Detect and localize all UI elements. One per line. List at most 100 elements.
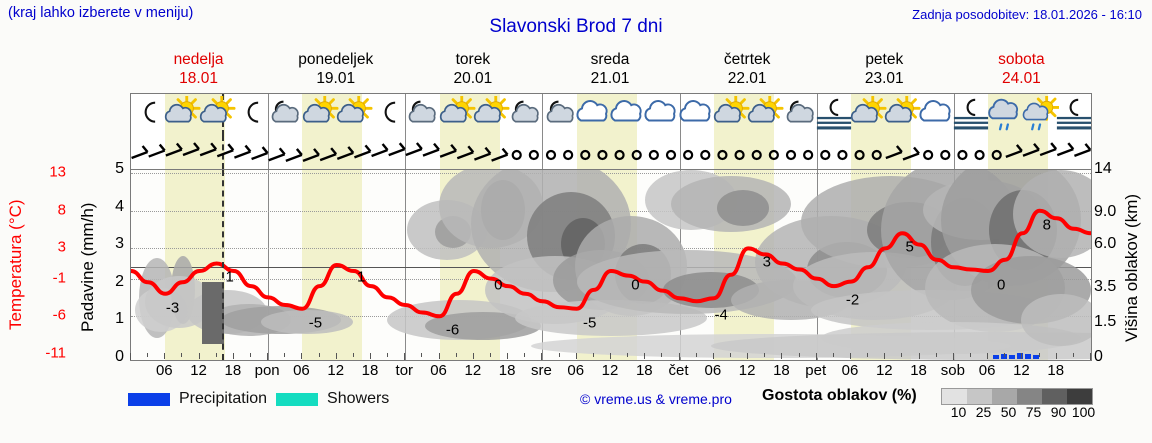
cloud-density-step (1067, 389, 1092, 404)
temperature-value-label: -6 (445, 321, 460, 339)
day-separator (405, 170, 407, 360)
moon-icon (232, 96, 270, 134)
temperature-axis-ticks: 13 8 3 -1 -6 -11 (18, 164, 66, 362)
precipitation-tick: 3 (115, 235, 124, 253)
day-separator (405, 135, 407, 169)
time-tick (712, 353, 714, 359)
time-tick (198, 353, 200, 359)
temperature-value-label: -2 (845, 291, 860, 309)
time-tick-label: 18 (635, 362, 653, 379)
time-tick-label: 12 (1013, 362, 1030, 379)
day-separator (268, 135, 270, 169)
time-tick-label: 06 (155, 362, 173, 379)
day-date: 19.01 (316, 70, 356, 87)
time-tick-label: 06 (567, 362, 585, 379)
current-time-marker (222, 170, 225, 360)
temperature-tick: 3 (57, 238, 66, 256)
cloudheight-tick: 6.0 (1094, 235, 1117, 253)
cloud-density-title: Gostota oblakov (%) (762, 387, 917, 404)
temperature-value-label: 0 (494, 276, 503, 294)
time-tick (610, 353, 611, 359)
temperature-value-label: -5 (583, 314, 597, 332)
time-tick (730, 353, 731, 357)
day-date: 24.01 (1002, 70, 1041, 87)
time-tick-label: sob (940, 362, 965, 379)
cloud-density-step-label: 25 (975, 404, 992, 420)
time-tick-label: 18 (773, 362, 790, 379)
day-header-petek: petek 23.01 (816, 50, 953, 90)
cloud-icon (575, 96, 613, 134)
temperature-value-label: 0 (631, 276, 640, 294)
cloudheight-tick: 0 (1094, 348, 1103, 365)
precipitation-tick: 5 (115, 160, 124, 177)
time-tick-label: 12 (190, 362, 207, 379)
time-tick (764, 353, 766, 357)
sun-cloud-icon (883, 96, 921, 134)
time-tick-label: 06 (430, 362, 447, 379)
cloud-density-ramp (941, 388, 1093, 405)
time-tick (952, 353, 954, 360)
time-tick (832, 353, 834, 357)
time-tick (747, 353, 749, 359)
location-menu-hint[interactable]: (kraj lahko izberete v meniju) (8, 5, 194, 21)
temperature-value-label: 5 (905, 238, 914, 256)
temperature-value-label: 0 (996, 276, 1006, 294)
cloud-icon (609, 96, 647, 134)
sun-cloud-icon (472, 96, 510, 134)
time-tick (850, 353, 851, 359)
temperature-curve (131, 208, 1091, 319)
gridline (131, 173, 1091, 175)
day-separator (268, 170, 270, 360)
day-date: 21.01 (590, 70, 630, 87)
cloud-icon (678, 96, 716, 134)
time-tick (884, 353, 886, 359)
time-tick (592, 353, 594, 357)
precipitation-axis-ticks: 5 4 3 2 1 0 (96, 160, 124, 365)
day-header-ponedeljek: ponedeljek 19.01 (267, 50, 404, 90)
moon-fog-icon (952, 96, 990, 134)
last-update-label: Zadnja posodobitev: 18.01.2026 - 16:10 (912, 7, 1142, 22)
copyright-label[interactable]: © vreme.us & vreme.pro (580, 391, 732, 407)
time-tick (901, 353, 903, 357)
time-tick (1004, 353, 1006, 357)
forecast-plot[interactable]: -31-51-60-50-43-25085 (130, 169, 1092, 361)
cloud-density-step-label: 100 (1071, 404, 1096, 420)
cloud-density-step-label: 90 (1050, 404, 1067, 420)
cloud-icon (643, 96, 681, 134)
time-tick (352, 353, 354, 357)
time-tick-label: 06 (704, 362, 722, 379)
time-tick (147, 353, 149, 357)
time-tick (987, 353, 989, 359)
time-tick (438, 353, 440, 359)
day-name: sreda (590, 51, 630, 68)
time-tick (1055, 353, 1057, 359)
temperature-value-label: -5 (308, 314, 323, 332)
time-tick-label: 06 (293, 362, 310, 379)
day-separator (679, 135, 681, 169)
cloudheight-tick: 3.5 (1094, 277, 1117, 295)
time-tick (284, 353, 286, 357)
cloud-density-step-label: 50 (1000, 404, 1017, 420)
day-header-cetrtek: četrtek 22.01 (679, 50, 816, 90)
time-tick (490, 353, 491, 357)
day-name: torek (455, 51, 491, 68)
time-tick-label: pon (254, 362, 280, 379)
time-tick-label: tor (395, 362, 414, 379)
time-tick (455, 353, 457, 357)
time-tick-label: 12 (738, 362, 756, 379)
sun-cloud-rain-icon (1021, 96, 1059, 134)
time-tick (918, 353, 920, 359)
time-tick-label: 12 (875, 362, 893, 379)
sun-cloud-icon (335, 96, 373, 134)
cloud-density-layer (135, 170, 1091, 360)
time-tick-label: 18 (1047, 362, 1065, 379)
moon-cloud-icon (403, 96, 441, 134)
time-tick (472, 353, 474, 359)
precipitation-tick: 0 (115, 348, 124, 365)
time-tick (507, 353, 509, 359)
cloud-density-step (1017, 389, 1042, 404)
cloud-density-step (942, 389, 967, 404)
cloud-density-ramp-labels: 10 25 50 75 90 100 (936, 404, 1096, 422)
cloud-icon (918, 96, 956, 134)
moon-cloud-icon (781, 96, 819, 134)
